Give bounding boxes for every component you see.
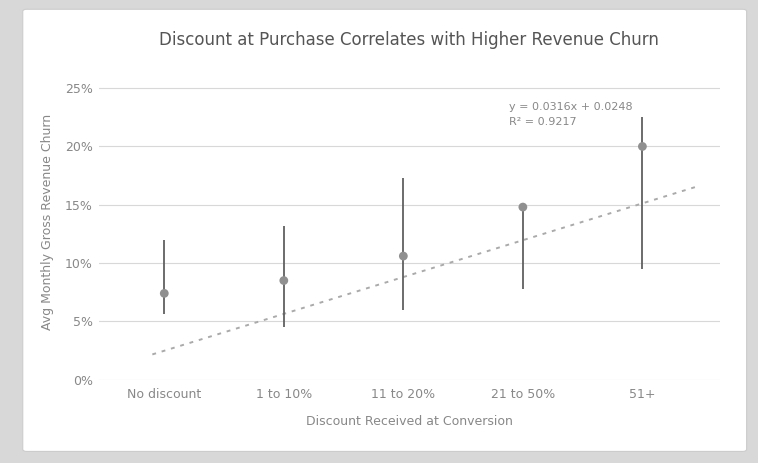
Point — [277, 277, 290, 284]
Text: y = 0.0316x + 0.0248
R² = 0.9217: y = 0.0316x + 0.0248 R² = 0.9217 — [509, 102, 632, 127]
Point — [397, 252, 409, 260]
Point — [517, 203, 529, 211]
X-axis label: Discount Received at Conversion: Discount Received at Conversion — [306, 415, 512, 428]
Point — [636, 143, 648, 150]
Y-axis label: Avg Monthly Gross Revenue Churn: Avg Monthly Gross Revenue Churn — [41, 114, 54, 330]
Title: Discount at Purchase Correlates with Higher Revenue Churn: Discount at Purchase Correlates with Hig… — [159, 31, 659, 50]
Point — [158, 290, 171, 297]
